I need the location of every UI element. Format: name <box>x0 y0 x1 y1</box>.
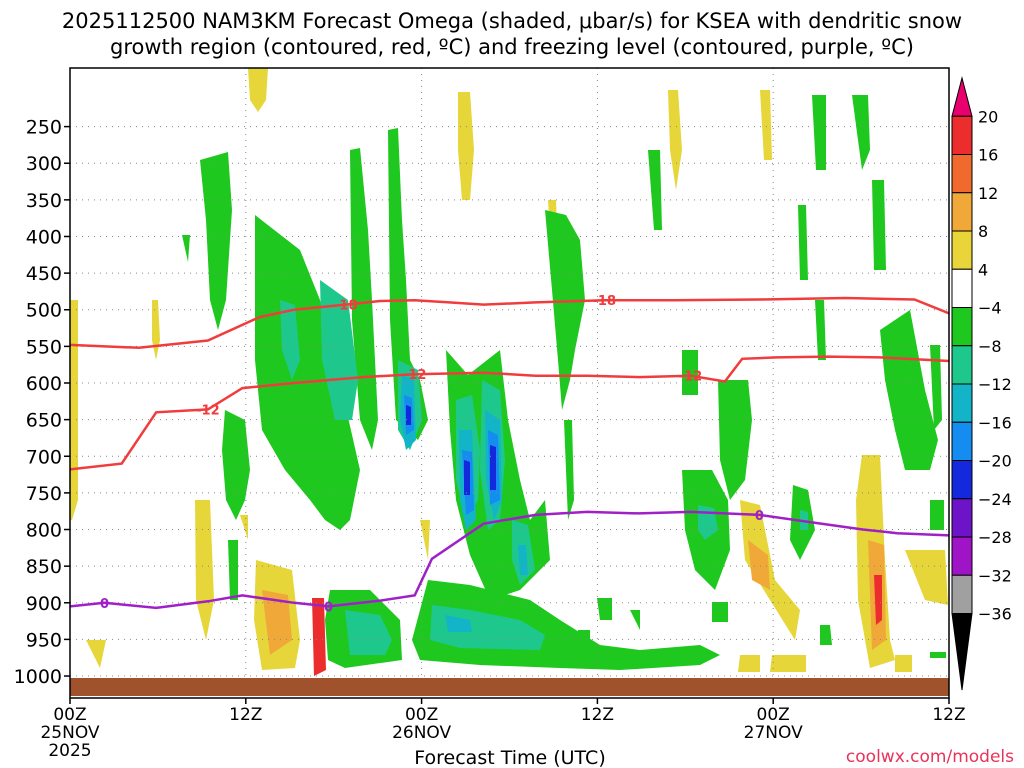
y-tick-label: 500 <box>26 300 62 322</box>
credit-text: coolwx.com/models <box>846 747 1014 767</box>
chart-title-line1: 2025112500 NAM3KM Forecast Omega (shaded… <box>62 9 962 33</box>
y-tick-label: 250 <box>26 117 62 139</box>
y-tick-label: 450 <box>26 263 62 285</box>
x-tick-date: 25NOV <box>40 723 99 743</box>
y-tick-label: 950 <box>26 629 62 651</box>
colorbar-swatch <box>951 307 973 347</box>
x-tick-label: 12Z <box>581 705 614 725</box>
x-tick-year: 2025 <box>48 741 91 761</box>
terrain-band <box>70 678 949 696</box>
y-tick-label: 600 <box>26 373 62 395</box>
contour-label: 0 <box>755 509 764 524</box>
y-tick-label: 850 <box>26 556 62 578</box>
y-tick-label: 350 <box>26 190 62 212</box>
contour-zero <box>70 510 949 610</box>
contour-label: -12 <box>679 370 703 385</box>
x-axis-label: Forecast Time (UTC) <box>414 747 605 768</box>
colorbar-swatch <box>951 460 973 500</box>
colorbar-label: 4 <box>978 260 988 279</box>
y-tick-label: 800 <box>26 520 62 542</box>
y-tick-label: 650 <box>26 410 62 432</box>
colorbar: 20 16 12 8 4 −4 −8 −12 −16 −20 −24 −28 −32 −36 <box>951 76 1012 691</box>
colorbar-swatch <box>951 230 973 270</box>
x-tick-label: 00Z <box>405 705 438 725</box>
colorbar-label: 8 <box>978 222 988 241</box>
y-tick-label: 750 <box>26 483 62 505</box>
y-tick-label: 550 <box>26 336 62 358</box>
colorbar-bottom-arrow <box>951 613 973 691</box>
colorbar-swatch <box>951 383 973 423</box>
colorbar-swatch <box>951 115 973 155</box>
y-tick-label: 400 <box>26 226 62 248</box>
colorbar-swatch <box>951 421 973 461</box>
contour-label: 0 <box>100 597 109 612</box>
colorbar-swatch <box>951 192 973 232</box>
contour-lines: -18 -18 -12 -12 -12 0 0 0 <box>70 294 949 615</box>
colorbar-swatch <box>951 574 973 614</box>
colorbar-swatch <box>951 536 973 576</box>
colorbar-label: 12 <box>978 184 998 203</box>
contour-minus18 <box>70 296 949 350</box>
colorbar-label: −16 <box>978 413 1012 432</box>
x-tick-label: 12Z <box>229 705 262 725</box>
colorbar-swatch <box>951 498 973 538</box>
contour-label: -12 <box>196 403 220 418</box>
colorbar-label: 20 <box>978 107 998 126</box>
colorbar-swatch <box>951 268 973 308</box>
colorbar-label: 16 <box>978 146 998 165</box>
y-tick-label: 900 <box>26 593 62 615</box>
colorbar-label: −20 <box>978 452 1012 471</box>
contour-label: -12 <box>403 368 427 383</box>
colorbar-top-arrow <box>951 76 973 117</box>
chart-title-line2: growth region (contoured, red, ºC) and f… <box>110 35 914 59</box>
colorbar-label: −24 <box>978 490 1012 509</box>
contour-label: -18 <box>334 299 358 314</box>
colorbar-label: −32 <box>978 566 1012 585</box>
colorbar-label: −4 <box>978 299 1002 318</box>
grid-lines <box>70 68 949 698</box>
x-tick-date: 27NOV <box>744 723 803 743</box>
contour-minus12 <box>70 355 949 471</box>
colorbar-swatch <box>951 154 973 194</box>
x-tick-label: 12Z <box>932 705 965 725</box>
y-axis: 250 300 350 400 450 500 550 600 650 700 750 800 850 9… <box>14 117 70 688</box>
omega-shading <box>70 68 948 676</box>
y-tick-label: 300 <box>26 153 62 175</box>
colorbar-swatch <box>951 345 973 385</box>
y-tick-label: 700 <box>26 446 62 468</box>
colorbar-label: −28 <box>978 528 1012 547</box>
contour-label: 0 <box>324 600 333 615</box>
colorbar-label: −36 <box>978 605 1012 624</box>
x-tick-date: 26NOV <box>392 723 451 743</box>
y-tick-label: 1000 <box>14 666 62 688</box>
x-tick-label: 00Z <box>53 705 86 725</box>
colorbar-label: −8 <box>978 337 1002 356</box>
x-tick-label: 00Z <box>757 705 790 725</box>
contour-label: -18 <box>593 294 617 309</box>
colorbar-label: −12 <box>978 375 1012 394</box>
